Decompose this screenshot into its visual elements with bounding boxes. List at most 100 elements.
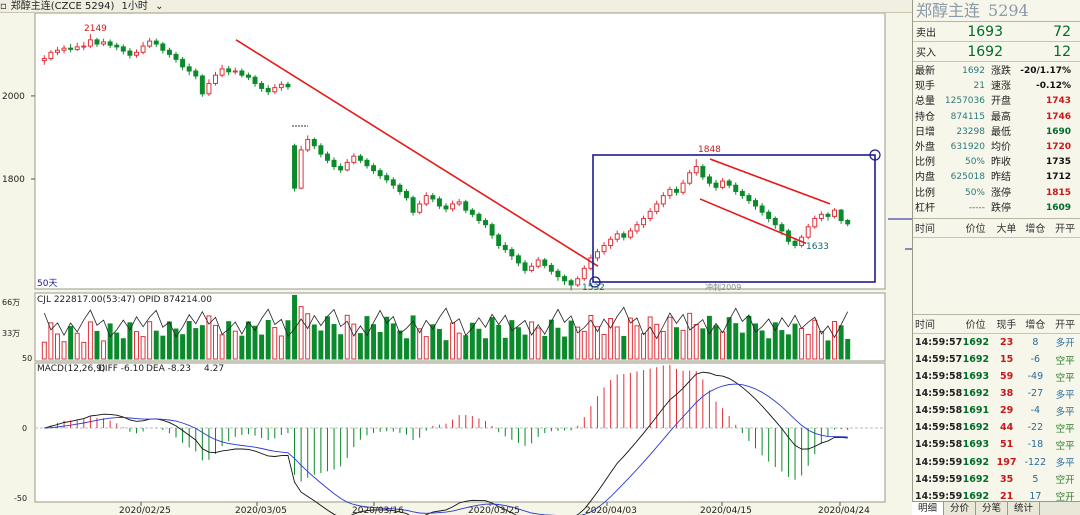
volume-tick-label: 33万 [2,329,20,338]
candle-body [535,259,541,267]
date-tick-label: 2020/02/25 [119,506,171,515]
quote-label: 最高 [991,111,1011,123]
volume-bar [318,330,324,360]
low-price-label: 1532 [582,283,605,293]
candle-body [463,201,469,211]
trade-cell: 21 [999,490,1014,502]
volume-bar [568,320,574,360]
volume-bar [594,326,600,360]
candle-body [733,184,739,192]
column-header[interactable]: 大单 [996,224,1017,236]
trade-row: 14:59:58 1693 59 -49 空平 [913,368,1080,385]
candle-body [54,49,60,53]
trade-cell: 15 [999,354,1014,366]
candle-body [792,240,798,246]
volume-bar [140,336,146,360]
trade-cell: 空平 [1055,355,1075,367]
volume-bar [726,317,732,360]
candle-body [739,190,745,197]
candle-body [693,166,699,174]
panel-tab[interactable]: 统计 [1008,502,1041,515]
volume-bar [772,322,778,360]
volume-bar [562,336,568,360]
candle-body [647,210,653,219]
candle-body [423,195,429,205]
panel-tab[interactable]: 分笔 [976,502,1009,515]
candle-body [450,203,456,210]
trade-cell: 1692 [962,422,990,434]
trade-row: 14:59:59 1692 21 17 空开 [913,488,1080,505]
window-icon[interactable]: ▫ [0,1,7,12]
bid-price: 1692 [967,43,1003,60]
trade-cell: 1692 [962,490,990,502]
quote-label: 开盘 [991,96,1011,108]
candle-body [706,176,712,184]
candle-body [581,267,587,280]
volume-bar [41,341,47,360]
column-header[interactable]: 增仓 [1025,224,1046,236]
macd-panel [34,362,886,503]
quote-value: 1743 [1045,96,1071,107]
volume-bar [608,318,614,360]
candle-body [818,213,824,219]
candle-body [147,40,153,47]
volume-bar [278,335,284,360]
quote-value: 21 [973,81,985,92]
trade-cell: 多开 [1055,338,1075,350]
volume-tick-label: 66万 [2,298,20,307]
box-corner-handle [589,276,601,288]
quote-value: 1692 [962,66,985,77]
panel-tab[interactable]: 明细 [912,502,945,515]
volume-bar [344,314,350,360]
volume-bar [305,313,311,360]
candle-body [324,153,330,161]
candle-body [832,209,838,217]
column-header[interactable]: 开平 [1055,320,1076,332]
column-header[interactable]: 价位 [965,224,986,236]
panel-tab[interactable]: 分价 [944,502,977,515]
trade-cell: 1692 [962,473,990,485]
trade-cell: 38 [999,388,1014,400]
bid-row: 买入 1692 12 [913,42,1080,62]
candle-body [166,49,172,55]
volume-bar [107,323,113,360]
volume-bar [463,335,469,360]
volume-bar [81,341,87,360]
column-header[interactable]: 时间 [915,224,935,236]
candle-body [101,41,107,45]
volume-bar [759,330,765,360]
price-chart[interactable]: 2000 1800 2149 1532 1848 1633 50天 冲刺2009 CJL 222… [0,13,912,515]
volume-bar [529,321,535,360]
volume-bar [641,333,647,360]
column-header[interactable]: 时间 [915,320,935,332]
candle-body [285,83,291,88]
period-selector[interactable]: 1小时 ⌄ [121,1,164,12]
box-corner-handle [869,149,881,161]
column-header[interactable]: 增仓 [1025,320,1046,332]
volume-bar [799,327,805,360]
downtrend-line [235,39,599,267]
column-header[interactable]: 价位 [965,320,986,332]
volume-bar [272,327,278,360]
volume-bar [173,328,179,360]
column-header[interactable]: 现手 [996,320,1017,332]
volume-bar [581,330,587,360]
trade-cell: 14:59:59 [915,473,963,485]
quote-value: 1712 [1045,172,1071,183]
candle-body [213,74,218,84]
candle-body [430,195,436,200]
candle-body [232,70,238,73]
quote-label: 日增 [915,126,935,138]
quote-label: 最低 [991,126,1011,138]
trade-cell: 空平 [1055,372,1075,384]
volume-bar [812,319,818,360]
trade-cell: 多平 [1055,389,1075,401]
quote-value: 1720 [1045,142,1071,153]
ma-period-label: 50天 [37,279,57,289]
volume-bar [693,324,699,360]
column-header[interactable]: 开平 [1055,224,1076,236]
volume-bar [357,333,363,360]
volume-bar [114,332,120,360]
candle-body [74,46,80,50]
volume-bar [324,316,330,360]
